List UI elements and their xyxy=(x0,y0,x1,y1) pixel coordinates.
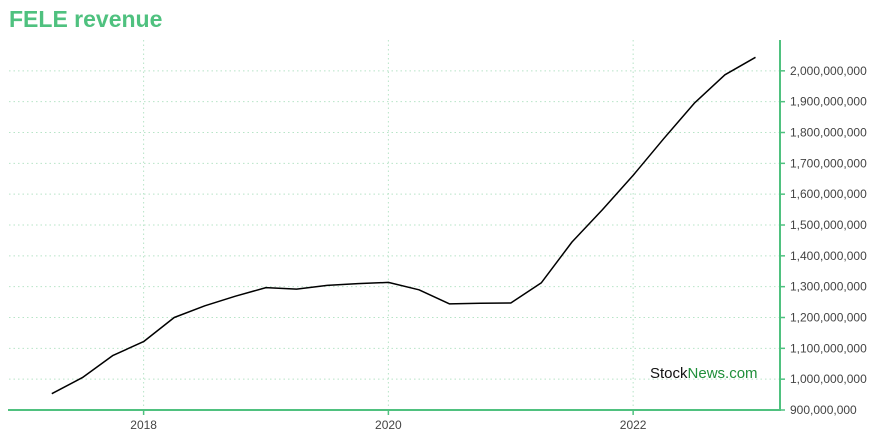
y-tick-label: 1,000,000,000 xyxy=(790,372,867,386)
y-tick-label: 1,800,000,000 xyxy=(790,126,867,140)
y-tick-labels: 900,000,000 1,000,000,000 1,100,000,000 1,2… xyxy=(790,64,867,417)
y-tick-label: 1,200,000,000 xyxy=(790,311,867,325)
watermark-part2: News.com xyxy=(687,365,758,382)
y-tick-label: 1,300,000,000 xyxy=(790,280,867,294)
chart-title: FELE revenue xyxy=(9,6,163,32)
y-tick-label: 2,000,000,000 xyxy=(790,64,867,78)
y-tick-label: 1,900,000,000 xyxy=(790,95,867,109)
y-tick-label: 900,000,000 xyxy=(790,403,857,417)
x-tick-label: 2020 xyxy=(375,418,402,432)
axes-layer xyxy=(8,40,785,415)
series-layer xyxy=(51,56,756,395)
y-tick-label: 1,500,000,000 xyxy=(790,218,867,232)
x-tick-label: 2018 xyxy=(130,418,157,432)
y-tick-label: 1,700,000,000 xyxy=(790,156,867,170)
series-line xyxy=(51,56,756,395)
watermark: StockNews.com xyxy=(650,365,758,382)
watermark-part1: Stock xyxy=(650,365,688,382)
x-tick-label: 2022 xyxy=(620,418,647,432)
x-tick-labels: 2018 2020 2022 xyxy=(130,418,647,432)
y-tick-label: 1,600,000,000 xyxy=(790,187,867,201)
y-tick-label: 1,400,000,000 xyxy=(790,249,867,263)
grid-layer xyxy=(9,40,780,410)
y-tick-label: 1,100,000,000 xyxy=(790,341,867,355)
